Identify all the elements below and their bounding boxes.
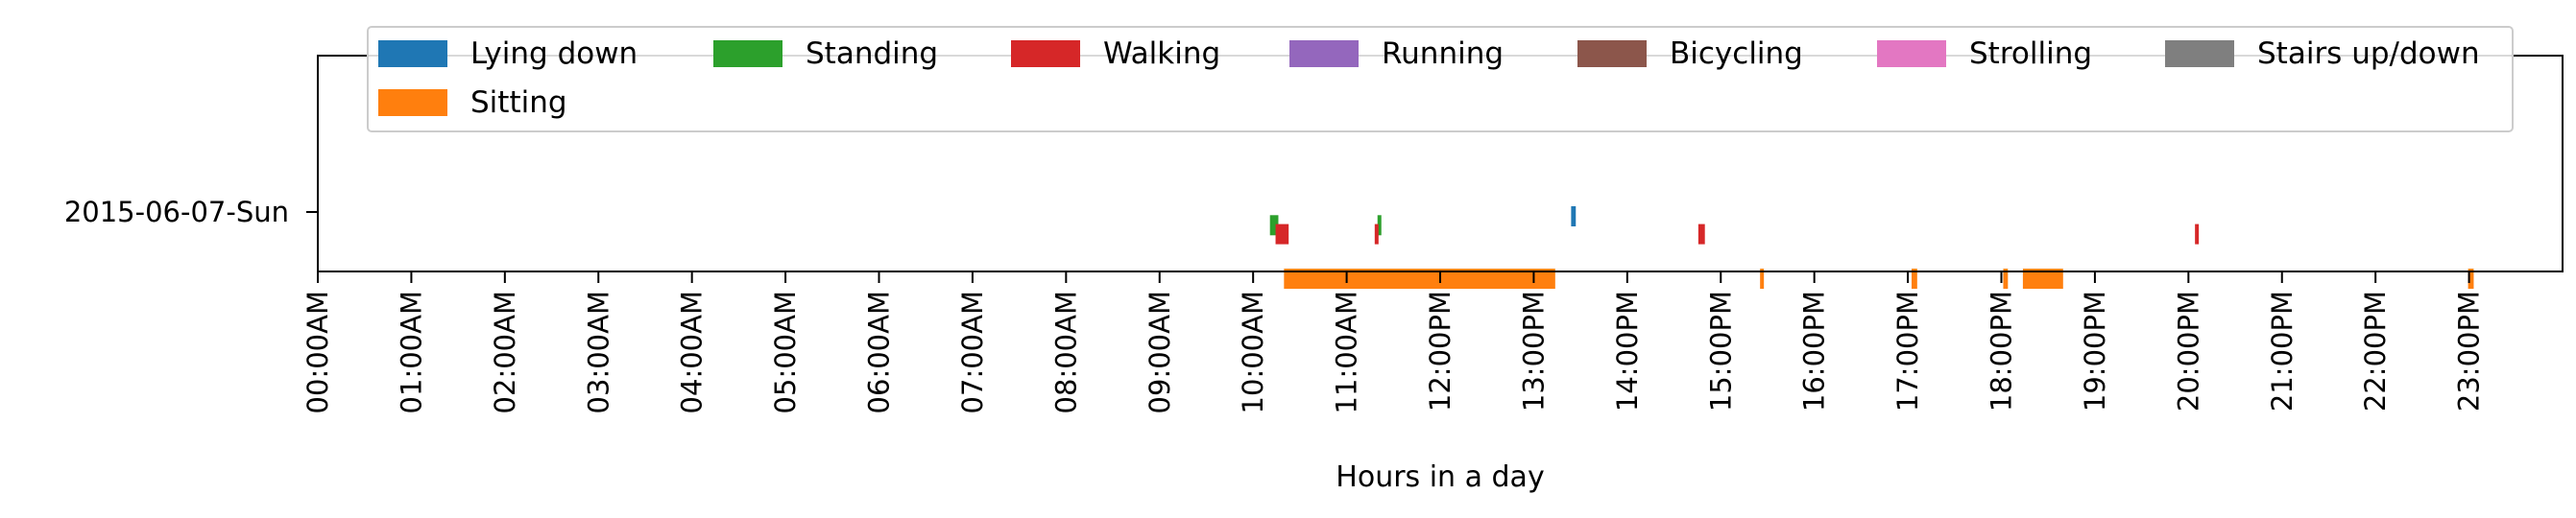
segment-sitting (2468, 269, 2474, 290)
legend: Lying down Standing Walking Running Bicyclin… (367, 26, 2514, 132)
x-tick-label: 23:00PM (2453, 291, 2486, 412)
segment-sitting (1760, 269, 1765, 290)
x-tick-label: 09:00AM (1144, 291, 1176, 413)
legend-entry-label: Bicycling (1670, 36, 1803, 71)
x-tick-label: 08:00AM (1049, 291, 1082, 413)
legend-swatch (1011, 40, 1080, 67)
x-tick-label: 21:00PM (2266, 291, 2299, 412)
legend-entry-label: Standing (806, 36, 938, 71)
x-tick-label: 10:00AM (1237, 291, 1269, 413)
legend-entry-label: Strolling (1969, 36, 2092, 71)
segment-walking (1697, 224, 1705, 245)
x-tick-label: 00:00AM (301, 291, 334, 413)
legend-entry-label: Running (1382, 36, 1504, 71)
y-tick-label: 2015-06-07-Sun (64, 196, 289, 228)
legend-swatch (713, 40, 782, 67)
legend-entry-label: Walking (1103, 36, 1220, 71)
legend-swatch (1289, 40, 1359, 67)
segment-walking (1275, 224, 1289, 245)
legend-swatch (1877, 40, 1946, 67)
x-tick-label: 01:00AM (395, 291, 427, 413)
legend-swatch (378, 40, 447, 67)
x-tick-label: 03:00AM (582, 291, 614, 413)
x-tick-label: 04:00AM (676, 291, 709, 413)
activity-marks (1269, 206, 2474, 290)
segment-sitting (2003, 269, 2009, 290)
segment-standing (1377, 215, 1382, 236)
x-tick-label: 02:00AM (489, 291, 521, 413)
segment-sitting (1284, 269, 1555, 290)
segment-sitting (2022, 269, 2063, 290)
x-axis: 00:00AM 01:00AM 02:00AM 03:00AM 04:00AM 05:00… (301, 271, 2486, 413)
x-tick-label: 22:00PM (2359, 291, 2392, 412)
x-tick-label: 20:00PM (2172, 291, 2204, 412)
x-tick-label: 19:00PM (2079, 291, 2111, 412)
segment-walking (2195, 224, 2200, 245)
legend-swatch (2165, 40, 2234, 67)
legend-box (367, 26, 2514, 132)
x-tick-label: 13:00PM (1517, 291, 1550, 412)
x-axis-label: Hours in a day (1336, 460, 1544, 494)
legend-entry-label: Stairs up/down (2257, 36, 2480, 71)
x-tick-label: 07:00AM (956, 291, 989, 413)
segment-standing (1269, 215, 1279, 236)
x-tick-label: 11:00AM (1331, 291, 1363, 413)
x-tick-label: 12:00PM (1424, 291, 1457, 412)
segment-walking (1374, 224, 1379, 245)
x-tick-label: 14:00PM (1611, 291, 1644, 412)
legend-entry-label: Lying down (470, 36, 638, 71)
x-tick-label: 17:00PM (1891, 291, 1924, 412)
x-tick-label: 15:00PM (1704, 291, 1737, 412)
legend-entry-label: Sitting (470, 85, 567, 120)
x-tick-label: 18:00PM (1986, 291, 2018, 412)
x-tick-label: 16:00PM (1798, 291, 1831, 412)
legend-swatch (1577, 40, 1647, 67)
segment-lying-down (1571, 206, 1577, 226)
y-axis: 2015-06-07-Sun (64, 196, 318, 228)
x-tick-label: 05:00AM (769, 291, 802, 413)
legend-swatch (378, 89, 447, 116)
x-tick-label: 06:00AM (863, 291, 896, 413)
segment-sitting (1911, 269, 1917, 290)
